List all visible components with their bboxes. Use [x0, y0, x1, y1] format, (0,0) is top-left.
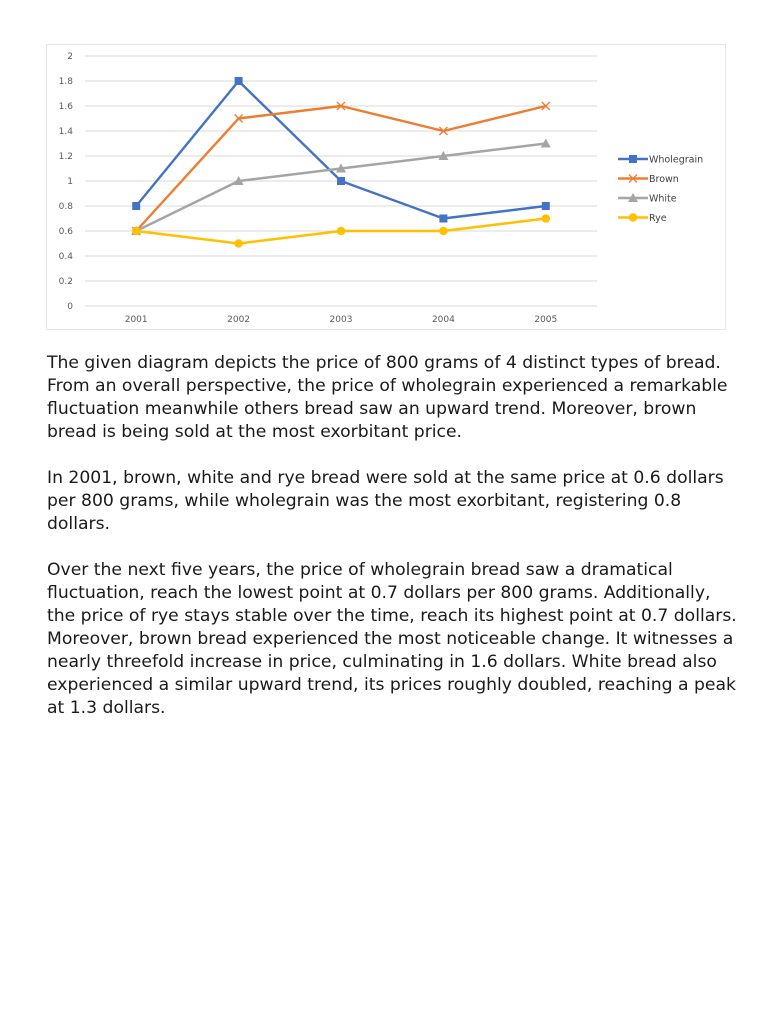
data-point-brown: [438, 126, 448, 136]
y-tick-label: 1.2: [59, 152, 73, 162]
data-point-white: [540, 138, 551, 148]
data-point-wholegrain: [541, 202, 550, 210]
y-tick-label: 0.8: [59, 202, 74, 212]
data-point-white: [336, 163, 346, 173]
y-tick-label: 0.4: [59, 252, 74, 262]
y-tick-label: 0.2: [59, 277, 73, 287]
paragraph-overview: The given diagram depicts the price of 8…: [47, 353, 728, 442]
legend-marker-wholegrain: [629, 155, 637, 163]
x-tick-label: 2002: [227, 315, 250, 325]
legend-label-wholegrain: Wholegrain: [649, 155, 703, 166]
y-tick-label: 1: [67, 177, 73, 187]
data-point-rye: [234, 239, 243, 248]
x-tick-label: 2005: [534, 315, 557, 325]
paragraph-2001: In 2001, brown, white and rye bread were…: [47, 468, 724, 534]
x-tick-label: 2003: [330, 315, 353, 325]
data-point-wholegrain: [132, 202, 141, 210]
data-point-wholegrain: [337, 177, 345, 185]
x-tick-label: 2001: [125, 315, 148, 325]
data-point-white: [438, 151, 449, 160]
data-point-rye: [336, 226, 346, 236]
y-tick-label: 2: [67, 52, 73, 62]
data-point-white: [233, 176, 244, 185]
y-tick-label: 1.4: [59, 127, 74, 137]
legend-label-rye: Rye: [649, 213, 667, 224]
essay-text: The given diagram depicts the price of 8…: [47, 352, 737, 743]
data-point-brown: [541, 101, 551, 111]
y-tick-label: 1.8: [59, 77, 74, 87]
data-point-brown: [336, 101, 346, 111]
legend-marker-rye: [628, 213, 638, 222]
series-line-white: [135, 142, 546, 233]
data-point-wholegrain: [234, 77, 243, 85]
chart-frame: 0 0.2 0.4 0.6 0.8 1 1.2 1.4 1.6 1.8 2 2001 2002 2003 2…: [46, 44, 726, 330]
legend-marker-brown: [628, 174, 638, 183]
data-point-rye: [132, 226, 141, 236]
paragraph-trends: Over the next five years, the price of w…: [47, 560, 737, 718]
series-line-wholegrain: [135, 79, 546, 220]
y-tick-label: 0.6: [59, 227, 74, 237]
data-point-wholegrain: [439, 214, 448, 223]
y-tick-label: 0: [67, 302, 73, 312]
legend-marker-white: [628, 193, 638, 202]
legend-label-brown: Brown: [649, 174, 679, 185]
data-point-brown: [234, 114, 244, 123]
line-chart: 0 0.2 0.4 0.6 0.8 1 1.2 1.4 1.6 1.8 2 2001 2002 2003 2…: [59, 52, 703, 325]
y-tick-label: 1.6: [59, 102, 74, 112]
data-point-rye: [439, 226, 448, 236]
x-tick-label: 2004: [432, 315, 455, 325]
data-point-rye: [541, 214, 550, 223]
legend-label-white: White: [649, 194, 677, 205]
